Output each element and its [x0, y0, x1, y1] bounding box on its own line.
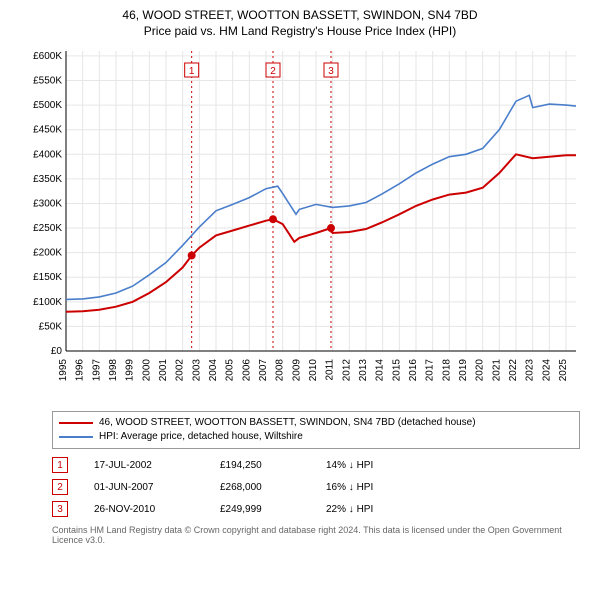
svg-text:2019: 2019 [458, 359, 469, 382]
svg-text:2013: 2013 [358, 359, 369, 382]
legend-label-hpi: HPI: Average price, detached house, Wilt… [99, 430, 303, 444]
svg-text:£100K: £100K [33, 297, 62, 308]
svg-text:2001: 2001 [158, 359, 169, 382]
event-diff: 22% ↓ HPI [326, 504, 416, 515]
event-price: £249,999 [220, 504, 300, 515]
svg-text:£0: £0 [51, 346, 63, 357]
title-line-1: 46, WOOD STREET, WOOTTON BASSETT, SWINDO… [10, 8, 590, 24]
svg-text:2022: 2022 [508, 359, 519, 382]
svg-text:2021: 2021 [491, 359, 502, 382]
price-chart: £0 £50K £100K £150K £200K £250K £300K £350K £400… [20, 45, 580, 397]
event-table: 1 17-JUL-2002 £194,250 14% ↓ HPI 2 01-JUN-200… [52, 457, 580, 517]
legend-swatch-hpi [59, 436, 93, 438]
event-date: 26-NOV-2010 [94, 504, 194, 515]
svg-text:£600K: £600K [33, 51, 62, 62]
event-date: 01-JUN-2007 [94, 482, 194, 493]
event-row: 3 26-NOV-2010 £249,999 22% ↓ HPI [52, 501, 580, 517]
svg-text:2009: 2009 [291, 359, 302, 382]
svg-text:1995: 1995 [58, 359, 69, 382]
svg-text:2005: 2005 [225, 359, 236, 382]
title-line-2: Price paid vs. HM Land Registry's House … [10, 24, 590, 40]
legend: 46, WOOD STREET, WOOTTON BASSETT, SWINDO… [52, 411, 580, 449]
svg-text:2018: 2018 [441, 359, 452, 382]
svg-text:£350K: £350K [33, 174, 62, 185]
svg-text:2000: 2000 [141, 359, 152, 382]
svg-text:2002: 2002 [175, 359, 186, 382]
svg-text:2007: 2007 [258, 359, 269, 382]
event-row: 1 17-JUL-2002 £194,250 14% ↓ HPI [52, 457, 580, 473]
svg-text:2020: 2020 [475, 359, 486, 382]
svg-text:2010: 2010 [308, 359, 319, 382]
event-diff: 16% ↓ HPI [326, 482, 416, 493]
event-number: 3 [52, 501, 68, 517]
legend-swatch-property [59, 422, 93, 424]
event-price: £194,250 [220, 460, 300, 471]
svg-text:1: 1 [189, 66, 195, 77]
legend-label-property: 46, WOOD STREET, WOOTTON BASSETT, SWINDO… [99, 416, 476, 430]
event-row: 2 01-JUN-2007 £268,000 16% ↓ HPI [52, 479, 580, 495]
svg-text:£400K: £400K [33, 149, 62, 160]
svg-text:1998: 1998 [108, 359, 119, 382]
svg-text:2024: 2024 [541, 359, 552, 382]
svg-text:£550K: £550K [33, 76, 62, 87]
footnote: Contains HM Land Registry data © Crown c… [52, 525, 580, 545]
svg-text:£250K: £250K [33, 223, 62, 234]
svg-text:£50K: £50K [39, 322, 63, 333]
svg-text:2006: 2006 [241, 359, 252, 382]
svg-text:£200K: £200K [33, 248, 62, 259]
svg-text:1999: 1999 [125, 359, 136, 382]
svg-text:2003: 2003 [191, 359, 202, 382]
svg-text:2008: 2008 [275, 359, 286, 382]
svg-text:2025: 2025 [558, 359, 569, 382]
event-diff: 14% ↓ HPI [326, 460, 416, 471]
event-number: 2 [52, 479, 68, 495]
svg-text:1997: 1997 [91, 359, 102, 382]
svg-text:3: 3 [328, 66, 334, 77]
event-date: 17-JUL-2002 [94, 460, 194, 471]
event-price: £268,000 [220, 482, 300, 493]
svg-text:2017: 2017 [425, 359, 436, 382]
event-number: 1 [52, 457, 68, 473]
svg-text:£450K: £450K [33, 125, 62, 136]
svg-text:2014: 2014 [375, 359, 386, 382]
svg-text:2015: 2015 [391, 359, 402, 382]
svg-text:2023: 2023 [525, 359, 536, 382]
svg-text:2004: 2004 [208, 359, 219, 382]
svg-text:1996: 1996 [75, 359, 86, 382]
svg-text:£500K: £500K [33, 100, 62, 111]
svg-text:2012: 2012 [341, 359, 352, 382]
svg-text:2011: 2011 [325, 359, 336, 381]
svg-text:2: 2 [270, 66, 276, 77]
svg-text:£150K: £150K [33, 272, 62, 283]
svg-text:£300K: £300K [33, 199, 62, 210]
svg-text:2016: 2016 [408, 359, 419, 382]
